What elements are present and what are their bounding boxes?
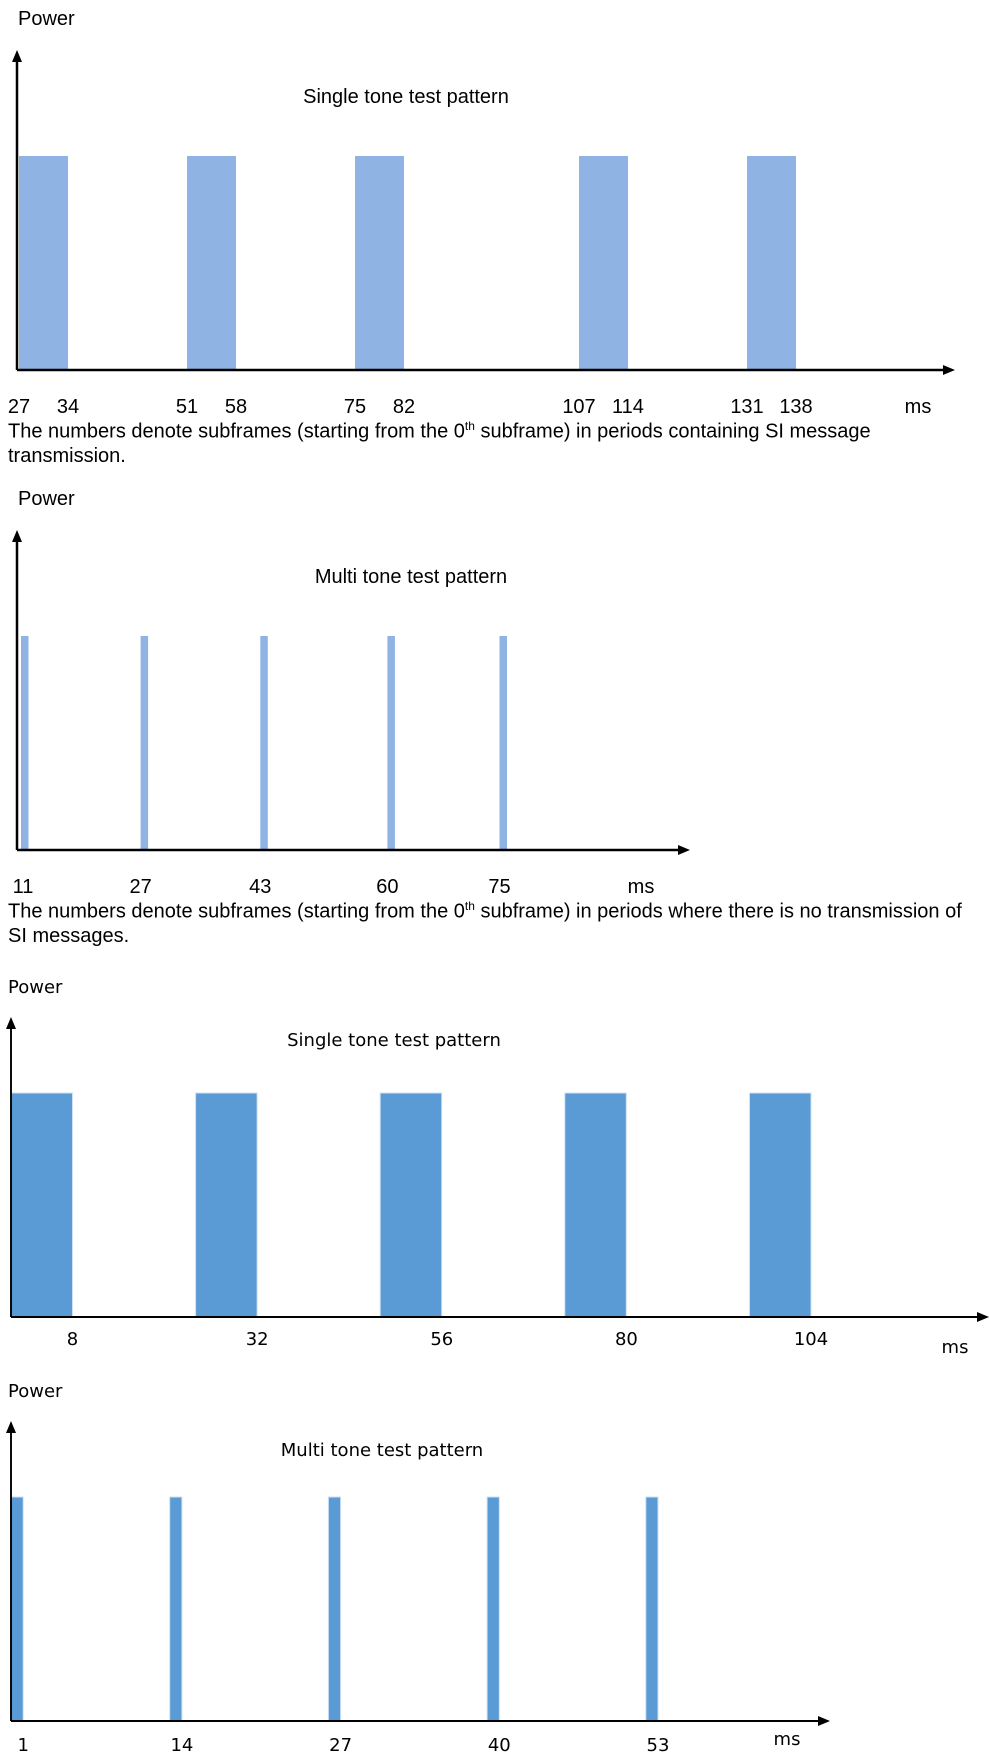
chart-2-bar-5 xyxy=(499,636,507,850)
chart-1-bar-4 xyxy=(579,156,628,370)
note-2-text: The numbers denote subframes (starting f… xyxy=(8,900,465,923)
chart-2-tick-label: 27 xyxy=(129,876,151,898)
note-1-text: The numbers denote subframes (starting f… xyxy=(8,420,465,443)
chart-4-tick-label: 14 xyxy=(170,1735,193,1755)
chart-4-tick-label: 40 xyxy=(488,1735,511,1755)
chart-3-x-unit: ms xyxy=(942,1337,969,1358)
note-2-sup: th xyxy=(464,899,475,913)
chart-4-x-unit: ms xyxy=(774,1729,801,1750)
chart-3-y-label: Power xyxy=(8,977,63,998)
chart-2-bar-2 xyxy=(140,636,149,850)
chart-3-y-axis-arrow xyxy=(6,1017,16,1029)
chart-2-tick-label: 60 xyxy=(376,876,398,898)
chart-1-tick-label: 75 xyxy=(344,396,366,418)
chart-4-bar-1 xyxy=(10,1496,24,1722)
chart-3-bar-3 xyxy=(379,1092,443,1318)
note-chart-2: The numbers denote subframes (starting f… xyxy=(8,894,968,948)
chart-1-tick-label: 51 xyxy=(176,396,198,418)
chart-1-tick-label: 82 xyxy=(393,396,415,418)
chart-2-y-axis-arrow xyxy=(12,530,22,542)
chart-2-title: Multi tone test pattern xyxy=(315,566,507,588)
chart-1-bar-3 xyxy=(355,156,404,370)
note-2-text-end: subframe) in periods where there is no t… xyxy=(8,900,962,947)
chart-4-bar-5 xyxy=(645,1496,659,1722)
chart-2-bar-3 xyxy=(260,636,268,850)
chart-4-title: Multi tone test pattern xyxy=(281,1440,483,1461)
chart-3-bar-1 xyxy=(10,1092,73,1318)
chart-3-title: Single tone test pattern xyxy=(287,1030,501,1051)
chart-3-tick-label: 32 xyxy=(246,1329,269,1350)
chart-1-tick-label: 34 xyxy=(57,396,79,418)
note-1-text-end: subframe) in periods containing SI messa… xyxy=(8,420,871,467)
chart-3-tick-label: 56 xyxy=(430,1329,453,1350)
chart-2-y-label: Power xyxy=(18,488,75,510)
chart-4-tick-label: 27 xyxy=(329,1735,352,1755)
chart-1-tick-label: 107 xyxy=(562,396,595,418)
chart-1-bar-1 xyxy=(19,156,68,370)
chart-3-tick-label: 8 xyxy=(67,1329,78,1350)
chart-4-bar-4 xyxy=(486,1496,500,1722)
chart-1-bar-5 xyxy=(747,156,796,370)
chart-1-tick-label: 58 xyxy=(225,396,247,418)
chart-1-bar-2 xyxy=(187,156,236,370)
chart-4-bar-2 xyxy=(169,1496,183,1722)
chart-1-tick-label: 114 xyxy=(612,396,644,418)
chart-1-x-axis-arrow xyxy=(943,365,955,375)
chart-4-y-axis-arrow xyxy=(6,1421,16,1433)
chart-2-bar-4 xyxy=(387,636,395,850)
chart-1-y-label: Power xyxy=(18,8,75,30)
chart-1-tick-label: 131 xyxy=(730,396,763,418)
chart-3-x-axis-arrow xyxy=(977,1312,989,1322)
chart-4-x-axis-arrow xyxy=(818,1716,830,1726)
chart-1-x-unit: ms xyxy=(905,396,932,418)
chart-2-bar-1 xyxy=(21,636,29,850)
chart-2-x-unit: ms xyxy=(628,876,655,898)
chart-2-tick-label: 75 xyxy=(488,876,510,898)
chart-3-tick-label: 80 xyxy=(615,1329,638,1350)
chart-3-bar-4 xyxy=(564,1092,627,1318)
chart-4-tick-label: 53 xyxy=(647,1735,670,1755)
chart-2-tick-label: 43 xyxy=(249,876,271,898)
chart-4-bar-3 xyxy=(327,1496,342,1722)
note-1-sup: th xyxy=(464,419,475,433)
chart-1-tick-label: 138 xyxy=(779,396,812,418)
chart-2-tick-label: 11 xyxy=(13,876,34,898)
chart-4-tick-label: 1 xyxy=(17,1735,28,1755)
chart-4-y-label: Power xyxy=(8,1381,63,1402)
note-chart-1: The numbers denote subframes (starting f… xyxy=(8,414,968,468)
chart-3-bar-5 xyxy=(749,1092,812,1318)
chart-1-title: Single tone test pattern xyxy=(303,86,509,108)
chart-1-tick-label: 27 xyxy=(8,396,30,418)
chart-3-bar-2 xyxy=(195,1092,258,1318)
chart-1-y-axis-arrow xyxy=(12,50,22,62)
chart-2-x-axis-arrow xyxy=(678,845,690,855)
chart-3-tick-label: 104 xyxy=(794,1329,828,1350)
